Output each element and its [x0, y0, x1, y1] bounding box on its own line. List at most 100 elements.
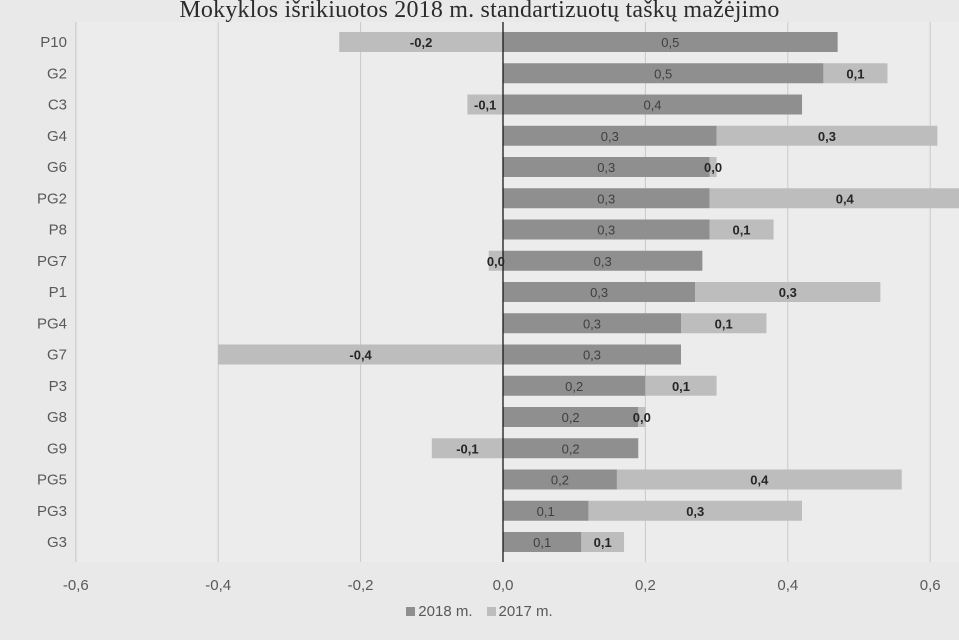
legend-swatch-2018	[406, 607, 416, 616]
bar-2018	[503, 219, 710, 240]
chart-title: Mokyklos išrikiuotos 2018 m. standartizu…	[179, 0, 780, 23]
data-label-2018: 0,5	[654, 66, 672, 81]
data-label-2018: 0,3	[597, 160, 615, 175]
data-label-2017: -0,1	[456, 441, 478, 456]
category-label: P1	[49, 284, 67, 301]
data-label-2017: 0,1	[846, 66, 864, 81]
bar-2018	[503, 250, 703, 271]
data-label-2018: 0,4	[643, 98, 661, 113]
data-label-2017: -0,2	[410, 35, 432, 50]
bar-2018	[503, 32, 838, 52]
data-label-2018: 0,3	[601, 129, 619, 144]
bar-2017	[681, 313, 767, 334]
category-label: PG5	[37, 472, 67, 489]
bar-2018	[503, 188, 710, 209]
data-label-2018: 0,2	[562, 441, 580, 456]
data-label-2018: 0,3	[583, 348, 601, 363]
category-label: P8	[49, 222, 67, 239]
bar-2017	[488, 250, 503, 271]
category-label: C3	[48, 97, 67, 114]
bar-2017	[218, 344, 503, 365]
data-label-2018: 0,5	[661, 35, 679, 50]
data-label-2018: 0,2	[551, 473, 569, 488]
bar-2018	[503, 500, 589, 521]
bar-2018	[503, 125, 717, 146]
data-label-2017: -0,1	[474, 98, 496, 113]
data-label-2017: 0,4	[836, 191, 855, 206]
bar-2017	[695, 282, 881, 302]
data-label-2017: 0,1	[715, 316, 733, 331]
bar-2017	[823, 63, 888, 84]
data-label-2018: 0,3	[583, 316, 601, 331]
legend-label-2017: 2017 m.	[498, 603, 553, 620]
bar-2017	[339, 32, 503, 52]
x-tick-label: -0,4	[205, 577, 231, 594]
bar-2017	[467, 94, 503, 115]
bar-2017	[581, 532, 625, 552]
category-label: P10	[40, 34, 67, 51]
data-label-2017: 0,3	[818, 129, 836, 144]
bar-2017	[431, 438, 503, 459]
bar-2018	[503, 94, 803, 115]
data-label-2017: 0,1	[594, 535, 612, 550]
data-label-2017: 0,0	[704, 160, 722, 175]
category-labels: P10 G2 C3 G4 G6 PG2 P8 PG7 P1 PG4 G7 P3 G8 G9 PG5 PG3 G3	[37, 34, 67, 551]
x-tick-labels: -0,6 -0,4 -0,2 0,0 0,2 0,4 0,6	[63, 577, 941, 594]
bar-2018	[503, 157, 710, 177]
data-label-2018: 0,2	[562, 410, 580, 425]
category-label: PG2	[37, 190, 67, 207]
bar-2018	[503, 407, 639, 427]
category-label: G7	[47, 347, 67, 364]
legend-label-2018: 2018 m.	[418, 603, 473, 620]
category-label: G8	[47, 409, 67, 426]
bar-2017	[716, 125, 938, 146]
bar-2017	[709, 188, 959, 209]
data-label-2017: 0,0	[487, 254, 505, 269]
category-label: P3	[49, 378, 67, 395]
bar-2017	[588, 500, 803, 521]
data-label-2017: 0,4	[750, 473, 769, 488]
category-label: G9	[47, 440, 67, 457]
legend: 2018 m. 2017 m.	[0, 603, 959, 620]
bar-2017	[709, 219, 774, 240]
data-label-2017: -0,4	[349, 348, 372, 363]
bar-2018	[503, 344, 681, 365]
data-labels: 0,5 -0,2 0,5 0,1 0,4 -0,1 0,3 0,3 0,3 0,0 0,3 0,4 0,…	[349, 35, 864, 550]
x-tick-label: -0,2	[348, 577, 374, 594]
category-label: G2	[47, 65, 67, 82]
bar-2018	[503, 313, 681, 334]
bar-2017	[645, 375, 717, 396]
bar-2018	[503, 282, 696, 302]
x-tick-label: 0,2	[635, 577, 656, 594]
category-label: PG7	[37, 253, 67, 270]
data-label-2017: 0,3	[686, 504, 704, 519]
data-label-2017: 0,3	[779, 285, 797, 300]
data-label-2018: 0,3	[590, 285, 608, 300]
bar-2018	[503, 438, 639, 459]
bar-2018	[503, 63, 824, 84]
category-label: G6	[47, 159, 67, 176]
category-label: G3	[47, 534, 67, 551]
legend-swatch-2017	[486, 607, 496, 616]
x-tick-label: 0,0	[493, 577, 514, 594]
x-tick-label: 0,4	[777, 577, 798, 594]
data-label-2017: 0,1	[732, 223, 750, 238]
data-label-2018: 0,3	[597, 191, 615, 206]
category-label: PG3	[37, 503, 67, 520]
data-label-2018: 0,3	[594, 254, 612, 269]
x-tick-label: 0,6	[920, 577, 941, 594]
bar-2017	[616, 469, 902, 490]
data-label-2018: 0,3	[597, 223, 615, 238]
data-label-2018: 0,1	[533, 535, 551, 550]
data-label-2017: 0,1	[672, 379, 690, 394]
bars	[218, 32, 959, 552]
data-label-2018: 0,1	[537, 504, 555, 519]
bar-2017	[638, 407, 646, 427]
category-label: PG4	[37, 315, 67, 332]
legend-item-2017: 2017 m.	[486, 603, 553, 620]
data-label-2017: 0,0	[633, 410, 651, 425]
category-label: G4	[47, 128, 67, 145]
bar-2018	[503, 469, 617, 490]
legend-item-2018: 2018 m.	[406, 603, 473, 620]
bar-2017	[709, 157, 717, 177]
